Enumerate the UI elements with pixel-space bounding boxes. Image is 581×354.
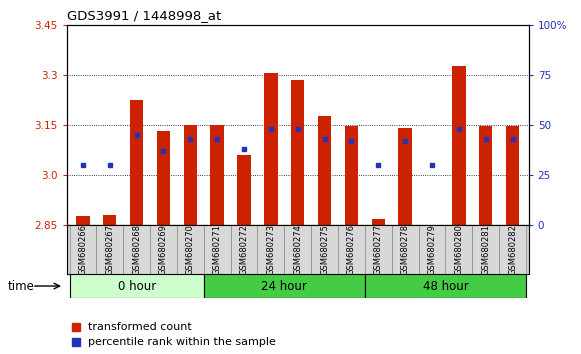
Text: GSM680279: GSM680279 — [428, 224, 436, 275]
Bar — [96, 225, 123, 274]
Bar — [70, 225, 96, 274]
Bar — [210, 125, 224, 225]
Bar — [479, 126, 493, 225]
Text: 24 hour: 24 hour — [261, 280, 307, 293]
Text: GSM680272: GSM680272 — [239, 224, 249, 275]
Bar — [70, 274, 204, 298]
Text: GSM680268: GSM680268 — [132, 224, 141, 275]
Text: GSM680273: GSM680273 — [267, 224, 275, 275]
Text: GSM680266: GSM680266 — [78, 224, 87, 275]
Bar — [103, 216, 117, 225]
Bar — [399, 128, 412, 225]
Text: GDS3991 / 1448998_at: GDS3991 / 1448998_at — [67, 9, 221, 22]
Bar — [318, 116, 331, 225]
Text: transformed count: transformed count — [88, 322, 192, 332]
Text: GSM680267: GSM680267 — [105, 224, 114, 275]
Bar — [231, 225, 257, 274]
Text: time: time — [8, 280, 34, 292]
Bar — [76, 216, 89, 225]
Bar — [204, 274, 365, 298]
Bar — [452, 67, 465, 225]
Bar — [472, 225, 499, 274]
Text: percentile rank within the sample: percentile rank within the sample — [88, 337, 276, 347]
Bar — [365, 225, 392, 274]
Text: GSM680281: GSM680281 — [481, 224, 490, 275]
Bar — [204, 225, 231, 274]
Bar — [150, 225, 177, 274]
Text: GSM680276: GSM680276 — [347, 224, 356, 275]
Bar — [177, 225, 204, 274]
Bar — [418, 225, 446, 274]
Text: GSM680270: GSM680270 — [186, 224, 195, 275]
Text: GSM680280: GSM680280 — [454, 224, 464, 275]
Bar — [184, 125, 197, 225]
Bar — [284, 225, 311, 274]
Bar — [238, 155, 251, 225]
Bar — [392, 225, 418, 274]
Bar — [372, 219, 385, 225]
Text: GSM680278: GSM680278 — [401, 224, 410, 275]
Bar — [264, 73, 278, 225]
Bar — [365, 274, 526, 298]
Text: GSM680269: GSM680269 — [159, 224, 168, 275]
Bar — [506, 126, 519, 225]
Bar — [157, 131, 170, 225]
Bar — [499, 225, 526, 274]
Bar — [345, 126, 358, 225]
Bar — [123, 225, 150, 274]
Bar — [338, 225, 365, 274]
Bar — [425, 225, 439, 227]
Bar — [130, 100, 144, 225]
Text: GSM680271: GSM680271 — [213, 224, 222, 275]
Bar — [257, 225, 284, 274]
Text: GSM680274: GSM680274 — [293, 224, 302, 275]
Text: GSM680282: GSM680282 — [508, 224, 517, 275]
Bar — [446, 225, 472, 274]
Text: GSM680277: GSM680277 — [374, 224, 383, 275]
Bar — [311, 225, 338, 274]
Text: 48 hour: 48 hour — [422, 280, 468, 293]
Text: 0 hour: 0 hour — [117, 280, 156, 293]
Bar — [291, 80, 304, 225]
Text: GSM680275: GSM680275 — [320, 224, 329, 275]
